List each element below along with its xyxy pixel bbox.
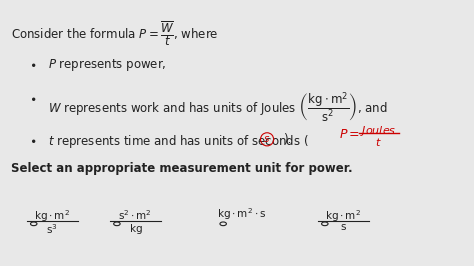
Text: $s$: $s$ xyxy=(264,134,271,144)
Text: $\mathrm{kg \cdot m^2}$: $\mathrm{kg \cdot m^2}$ xyxy=(325,208,361,224)
Text: $\mathit{t}$: $\mathit{t}$ xyxy=(374,136,381,148)
Text: $\mathrm{s}$: $\mathrm{s}$ xyxy=(340,222,347,232)
Text: $\bullet$: $\bullet$ xyxy=(29,57,36,70)
Text: $t$ represents time and has units of seconds (: $t$ represents time and has units of sec… xyxy=(47,133,309,150)
Text: Select an appropriate measurement unit for power.: Select an appropriate measurement unit f… xyxy=(10,162,352,175)
Text: $P$ represents power,: $P$ represents power, xyxy=(47,57,166,73)
Text: $\mathrm{kg \cdot m^2}$: $\mathrm{kg \cdot m^2}$ xyxy=(34,208,70,224)
Text: Consider the formula $P = \dfrac{\overline{W}}{t}$, where: Consider the formula $P = \dfrac{\overli… xyxy=(10,20,218,48)
Text: $P=$: $P=$ xyxy=(339,128,360,141)
Text: $\bullet$: $\bullet$ xyxy=(29,91,36,104)
Text: $\mathrm{s^2 \cdot m^2}$: $\mathrm{s^2 \cdot m^2}$ xyxy=(118,208,152,222)
Text: $\mathrm{s^3}$: $\mathrm{s^3}$ xyxy=(46,222,58,236)
Text: $\bullet$: $\bullet$ xyxy=(29,133,36,146)
Text: ).: ). xyxy=(283,133,292,146)
Text: $W$ represents work and has units of Joules $\left(\dfrac{\mathrm{kg \cdot m^2}}: $W$ represents work and has units of Jou… xyxy=(47,91,387,125)
Text: $\mathrm{kg \cdot m^2 \cdot s}$: $\mathrm{kg \cdot m^2 \cdot s}$ xyxy=(217,207,266,222)
Text: $\mathit{Joules}$: $\mathit{Joules}$ xyxy=(360,124,396,138)
Text: $\mathrm{kg}$: $\mathrm{kg}$ xyxy=(128,222,142,236)
